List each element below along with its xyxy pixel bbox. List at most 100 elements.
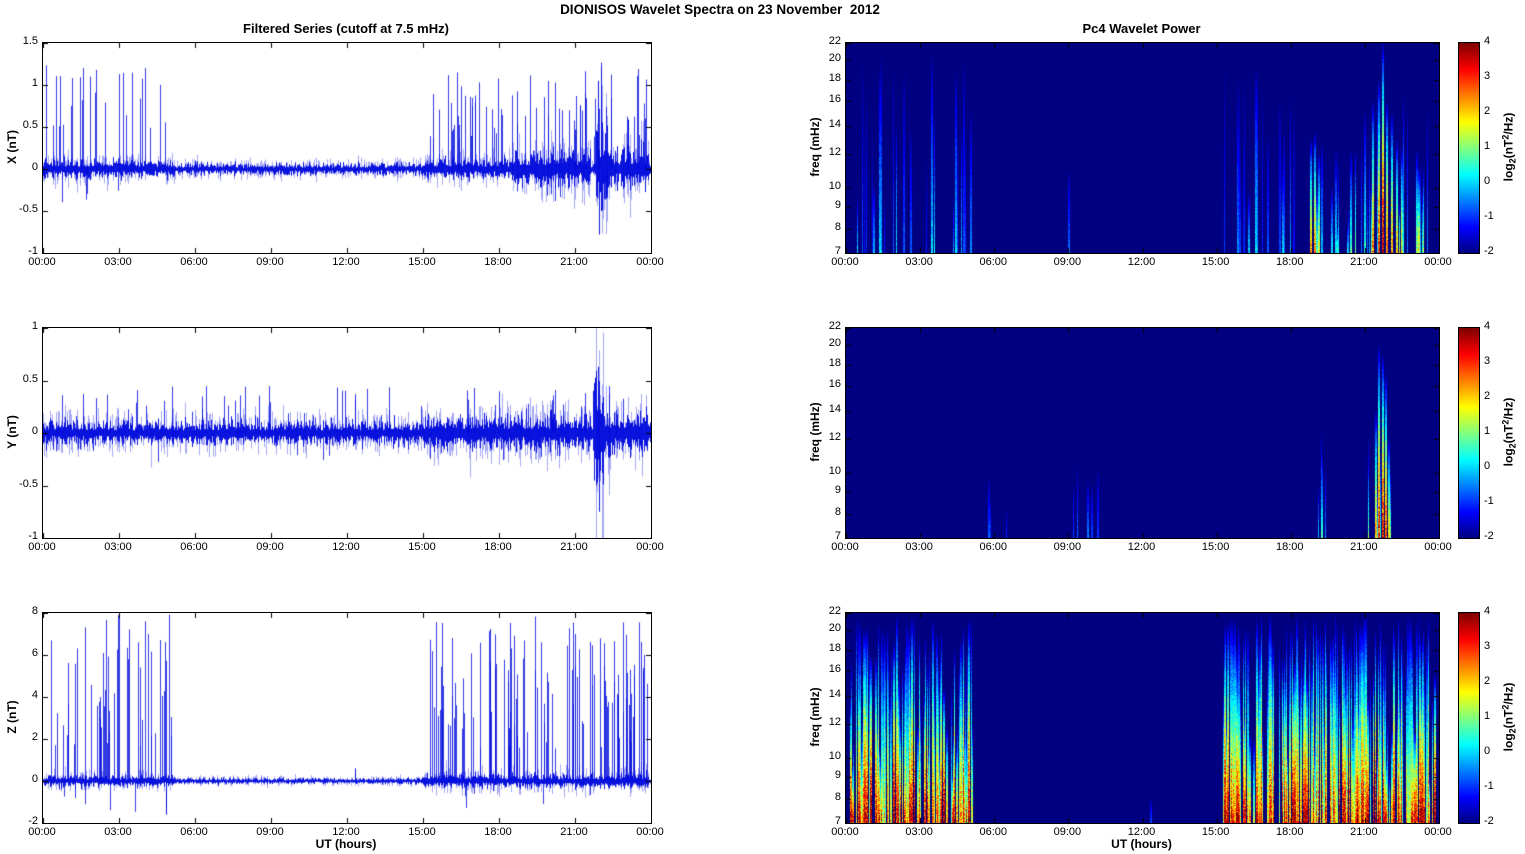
y-axis-label: freq (mHz) [808, 402, 822, 462]
colorbar-label-text: log [1501, 733, 1516, 752]
x-tick-label: 00:00 [1424, 541, 1452, 553]
y-tick-label: 22 [828, 35, 841, 47]
x-tick-label: 09:00 [1053, 256, 1082, 268]
y-tick-label: 20 [828, 52, 841, 65]
x-tick-label: 18:00 [1275, 256, 1304, 268]
x-tick-label: 12:00 [1127, 256, 1156, 268]
y-tick-label: 10 [828, 749, 841, 762]
x-tick-label: 12:00 [332, 541, 360, 553]
colorbar-label-sub: 2 [1507, 443, 1518, 449]
x-tick-label: 15:00 [1201, 826, 1230, 838]
colorbar-label: log2(nT2/Hz) [1501, 398, 1518, 467]
colorbar-tick-label: -1 [1484, 495, 1494, 507]
panel-title: Pc4 Wavelet Power [1082, 21, 1201, 36]
colorbar-label-sup: 2 [1500, 419, 1511, 425]
y-tick-label: 18 [828, 71, 841, 84]
y-tick-label: 0 [31, 425, 38, 437]
colorbar-tick-label: 0 [1484, 745, 1491, 757]
y-tick-label: 7 [834, 245, 841, 257]
y-tick-label: 6 [31, 647, 38, 659]
y-axis-label: Y (nT) [5, 415, 19, 449]
x-tick-label: 09:00 [256, 256, 284, 268]
y-tick-label: 12 [828, 431, 841, 444]
x-tick-label: 12:00 [332, 826, 360, 838]
y-tick-label: 0.5 [22, 372, 38, 385]
y-tick-label: -2 [28, 815, 38, 827]
x-tick-label: 00:00 [28, 541, 56, 553]
x-tick-label: 09:00 [256, 541, 284, 553]
colorbar-label-text: (nT [1501, 709, 1516, 729]
y-tick-label: 12 [828, 146, 841, 159]
panel-title: Filtered Series (cutoff at 7.5 mHz) [243, 21, 449, 36]
y-tick-label: 22 [828, 320, 841, 332]
y-tick-label: 2 [31, 731, 38, 743]
colorbar-label-text: log [1501, 163, 1516, 182]
x-tick-label: 06:00 [180, 256, 208, 268]
x-tick-label: 03:00 [905, 541, 933, 553]
colorbar-tick-label: 2 [1484, 675, 1491, 687]
x-tick-label: 00:00 [831, 541, 859, 553]
x-tick-label: 06:00 [180, 826, 208, 838]
x-tick-label: 06:00 [180, 541, 208, 553]
y-tick-label: -0.5 [19, 477, 38, 490]
x-tick-label: 00:00 [831, 826, 859, 838]
colorbar-tick-label: 3 [1484, 640, 1491, 652]
y-tick-label: 8 [31, 605, 38, 617]
colorbar-label-text: /Hz) [1501, 682, 1516, 705]
x-tick-label: 03:00 [905, 256, 933, 268]
colorbar-label-text: (nT [1501, 139, 1516, 159]
colorbar-canvas [1458, 42, 1480, 254]
y-tick-label: 1.5 [22, 35, 38, 47]
colorbar-tick-label: 0 [1484, 175, 1491, 187]
y-tick-label: 9 [834, 768, 841, 781]
y-tick-label: 8 [834, 505, 841, 518]
colorbar-label-text: /Hz) [1501, 397, 1516, 420]
y-axis-label: Z (nT) [5, 700, 19, 734]
colorbar-label-text: /Hz) [1501, 112, 1516, 135]
colorbar-canvas [1458, 327, 1480, 539]
y-tick-label: 16 [828, 93, 841, 106]
colorbar-label-text: log [1501, 448, 1516, 467]
y-tick-label: 14 [828, 687, 841, 700]
y-tick-label: 9 [834, 483, 841, 496]
x-tick-label: 18:00 [1275, 541, 1304, 553]
y-tick-label: 22 [828, 605, 841, 617]
y-tick-label: 7 [834, 815, 841, 827]
colorbar-label-sup: 2 [1500, 134, 1511, 140]
x-tick-label: 21:00 [1350, 541, 1378, 553]
x-tick-label: 15:00 [1201, 541, 1230, 553]
y-tick-label: 10 [828, 464, 841, 477]
y-tick-label: -0.5 [19, 203, 38, 215]
colorbar-tick-label: -2 [1484, 815, 1494, 827]
x-tick-label: 12:00 [1127, 541, 1156, 553]
colorbar-label-text: (nT [1501, 424, 1516, 444]
y-axis-label: freq (mHz) [808, 687, 822, 747]
colorbar-label: log2(nT2/Hz) [1501, 683, 1518, 752]
x-tick-label: 21:00 [560, 826, 588, 838]
x-tick-label: 21:00 [560, 541, 588, 553]
y-tick-label: 18 [828, 356, 841, 369]
x-tick-label: 06:00 [979, 826, 1008, 838]
x-tick-label: 15:00 [408, 541, 436, 553]
colorbar-tick-label: 4 [1484, 35, 1491, 47]
y-tick-label: 10 [828, 179, 841, 192]
x-tick-label: 15:00 [1201, 256, 1230, 268]
colorbar-tick-label: -1 [1484, 780, 1494, 792]
colorbar-tick-label: 1 [1484, 140, 1491, 152]
colorbar-tick-label: 4 [1484, 605, 1491, 617]
colorbar-canvas [1458, 612, 1480, 824]
x-tick-label: 18:00 [484, 541, 512, 553]
colorbar-tick-label: 2 [1484, 390, 1491, 402]
x-tick-label: 21:00 [1350, 826, 1378, 838]
y-tick-label: 18 [828, 641, 841, 654]
x-tick-label: 03:00 [104, 826, 132, 838]
y-tick-label: 8 [834, 220, 841, 233]
x-tick-label: 00:00 [28, 826, 56, 838]
x-tick-label: 21:00 [560, 256, 588, 268]
x-tick-label: 15:00 [408, 256, 436, 268]
figure-title: DIONISOS Wavelet Spectra on 23 November … [560, 2, 880, 17]
colorbar-tick-label: 4 [1484, 320, 1491, 332]
colorbar-label-sup: 2 [1500, 704, 1511, 710]
wavelet-power-x-canvas [845, 42, 1440, 254]
